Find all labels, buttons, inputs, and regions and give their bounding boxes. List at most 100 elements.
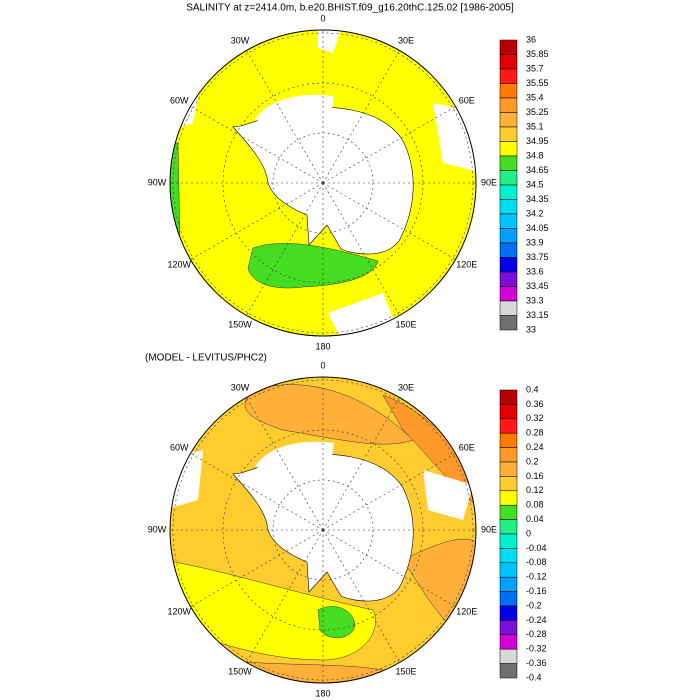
longitude-label: 60E (459, 442, 475, 452)
meridian (246, 50, 324, 184)
colorbar-label: 0.12 (526, 485, 544, 495)
longitude-label: 30E (398, 35, 414, 45)
colorbar-label: 34.2 (526, 208, 544, 218)
continent-white (255, 94, 334, 128)
meridian (322, 182, 456, 260)
colorbar-box (499, 54, 518, 70)
colorbar-box (499, 213, 518, 229)
colorbar-label: 0.4 (526, 384, 539, 394)
colorbar-box (499, 126, 518, 142)
meridian (190, 529, 324, 607)
colorbar-label: 34.65 (526, 165, 549, 175)
colorbar-box (499, 562, 518, 578)
antarctica (232, 107, 414, 255)
longitude-label: 150W (228, 666, 252, 676)
colorbar-label: 35.4 (526, 92, 544, 102)
longitude-label: 120E (456, 606, 477, 616)
meridian (322, 529, 456, 607)
meridian (322, 397, 400, 531)
colorbar-box (499, 648, 518, 664)
colorbar-box (499, 504, 518, 520)
colorbar-box (499, 83, 518, 99)
longitude-label: 90E (481, 524, 497, 534)
meridian (246, 529, 324, 663)
longitude-label: 180 (315, 688, 330, 698)
colorbar-label: 0.32 (526, 413, 544, 423)
colorbar-box (499, 242, 518, 258)
colorbar-label: -0.08 (526, 557, 547, 567)
colorbar-box (499, 97, 518, 113)
colorbar-label: 33 (526, 324, 536, 334)
colorbar-label: 34.35 (526, 194, 549, 204)
continent-white (255, 441, 334, 475)
colorbar-box (499, 461, 518, 477)
colorbar-label: 33.45 (526, 281, 549, 291)
colorbar-box (499, 620, 518, 636)
colorbar-box (499, 605, 518, 621)
colorbar-box (499, 591, 518, 607)
colorbar-box (499, 447, 518, 463)
colorbar-box (499, 141, 518, 157)
map-body (170, 377, 476, 683)
colorbar-box (499, 286, 518, 302)
longitude-label: 90E (481, 177, 497, 187)
meridian (322, 50, 400, 184)
colorbar-box (499, 418, 518, 434)
longitude-label: 120W (167, 606, 191, 616)
field-patch (423, 470, 473, 520)
colorbar-label: -0.24 (526, 615, 547, 625)
colorbar-label: 0.2 (526, 456, 539, 466)
longitude-label: 30W (231, 35, 250, 45)
colorbar-label: 33.9 (526, 237, 544, 247)
colorbar-label: -0.4 (526, 672, 542, 682)
longitude-label: 150E (395, 319, 416, 329)
colorbar-label: 0.04 (526, 514, 544, 524)
colorbar-box (499, 663, 518, 679)
longitude-label: 60W (170, 95, 189, 105)
longitude-label: 90W (148, 177, 167, 187)
longitude-label: 150E (395, 666, 416, 676)
field-patch (317, 606, 356, 638)
field-patch (244, 384, 414, 445)
colorbar-label: 0.28 (526, 428, 544, 438)
colorbar-label: 33.6 (526, 266, 544, 276)
colorbar-label: 33.15 (526, 310, 549, 320)
colorbar-label: -0.2 (526, 600, 542, 610)
longitude-label: 180 (315, 341, 330, 351)
colorbar-label: 34.5 (526, 179, 544, 189)
field-patch (170, 559, 376, 661)
meridian (322, 453, 456, 531)
longitude-label: 90W (148, 524, 167, 534)
colorbar-label: 35.55 (526, 78, 549, 88)
colorbar-box (499, 68, 518, 84)
map-title: SALINITY at z=2414.0m, b.e20.BHIST.f09_g… (186, 3, 514, 14)
colorbar-label: -0.28 (526, 629, 547, 639)
colorbar-label: 34.95 (526, 136, 549, 146)
longitude-label: 150W (228, 319, 252, 329)
meridian (246, 182, 324, 316)
colorbar-label: 0 (526, 528, 531, 538)
colorbar-label: -0.32 (526, 644, 547, 654)
colorbar-label: 35.25 (526, 107, 549, 117)
longitude-label: 0 (320, 13, 325, 23)
colorbar-box (499, 476, 518, 492)
meridian (322, 529, 400, 663)
meridian (322, 182, 400, 316)
longitude-label: 60E (459, 95, 475, 105)
map-body (170, 30, 476, 336)
colorbar-box (499, 389, 518, 405)
longitude-label: 60W (170, 442, 189, 452)
map-border (169, 376, 477, 684)
colorbar-label: -0.12 (526, 572, 547, 582)
map-title: (MODEL - LEVITUS/PHC2) (145, 353, 267, 364)
colorbar-label: 36 (526, 34, 536, 44)
colorbar-box (499, 533, 518, 549)
colorbar-box (499, 271, 518, 287)
colorbar-box (499, 228, 518, 244)
longitude-label: 0 (320, 360, 325, 370)
meridian (190, 453, 324, 531)
longitude-label: 30E (398, 382, 414, 392)
colorbar-label: 35.85 (526, 49, 549, 59)
colorbar-box (499, 39, 518, 55)
